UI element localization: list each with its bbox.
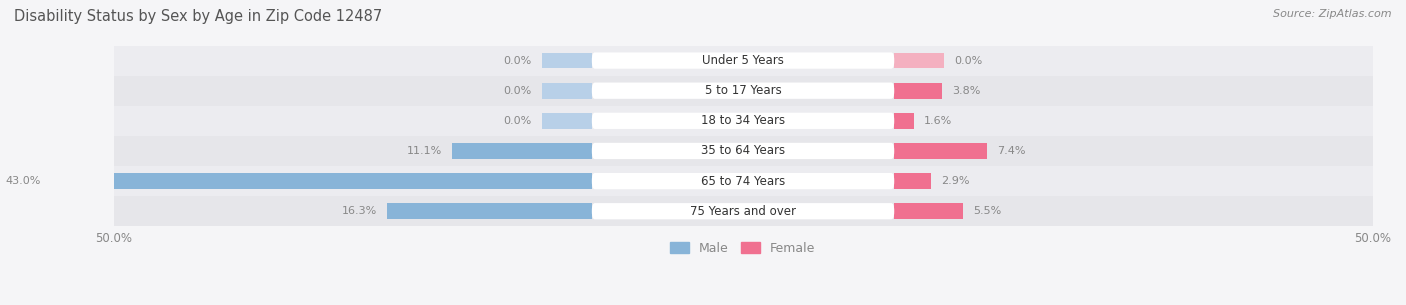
Bar [894,83,942,99]
Text: Disability Status by Sex by Age in Zip Code 12487: Disability Status by Sex by Age in Zip C… [14,9,382,24]
Bar [114,45,1372,76]
Bar [114,76,1372,106]
Bar [114,196,1372,226]
FancyBboxPatch shape [592,203,894,219]
Text: 18 to 34 Years: 18 to 34 Years [702,114,785,127]
Bar [541,113,592,129]
Text: 75 Years and over: 75 Years and over [690,205,796,218]
Text: 0.0%: 0.0% [503,86,531,96]
Text: 16.3%: 16.3% [342,206,377,216]
Text: 5.5%: 5.5% [973,206,1001,216]
Legend: Male, Female: Male, Female [665,237,821,260]
Text: 5 to 17 Years: 5 to 17 Years [704,84,782,97]
Bar [541,83,592,99]
Bar [541,53,592,68]
Text: 7.4%: 7.4% [997,146,1026,156]
Text: 43.0%: 43.0% [6,176,41,186]
Text: Under 5 Years: Under 5 Years [702,54,785,67]
Text: 0.0%: 0.0% [503,56,531,66]
Bar [894,143,987,159]
Bar [51,173,592,189]
Text: 0.0%: 0.0% [955,56,983,66]
Bar [894,113,914,129]
Bar [114,166,1372,196]
Bar [387,203,592,219]
Bar [894,53,945,68]
Text: 65 to 74 Years: 65 to 74 Years [702,174,785,188]
Text: 35 to 64 Years: 35 to 64 Years [702,145,785,157]
Text: 11.1%: 11.1% [406,146,441,156]
Text: 1.6%: 1.6% [924,116,953,126]
FancyBboxPatch shape [592,143,894,159]
FancyBboxPatch shape [592,173,894,189]
FancyBboxPatch shape [592,113,894,129]
Text: Source: ZipAtlas.com: Source: ZipAtlas.com [1274,9,1392,19]
Text: 0.0%: 0.0% [503,116,531,126]
Bar [894,173,931,189]
Text: 3.8%: 3.8% [952,86,980,96]
FancyBboxPatch shape [592,52,894,69]
Bar [894,203,963,219]
Bar [114,136,1372,166]
Bar [114,106,1372,136]
Text: 2.9%: 2.9% [941,176,969,186]
FancyBboxPatch shape [592,83,894,99]
Bar [453,143,592,159]
